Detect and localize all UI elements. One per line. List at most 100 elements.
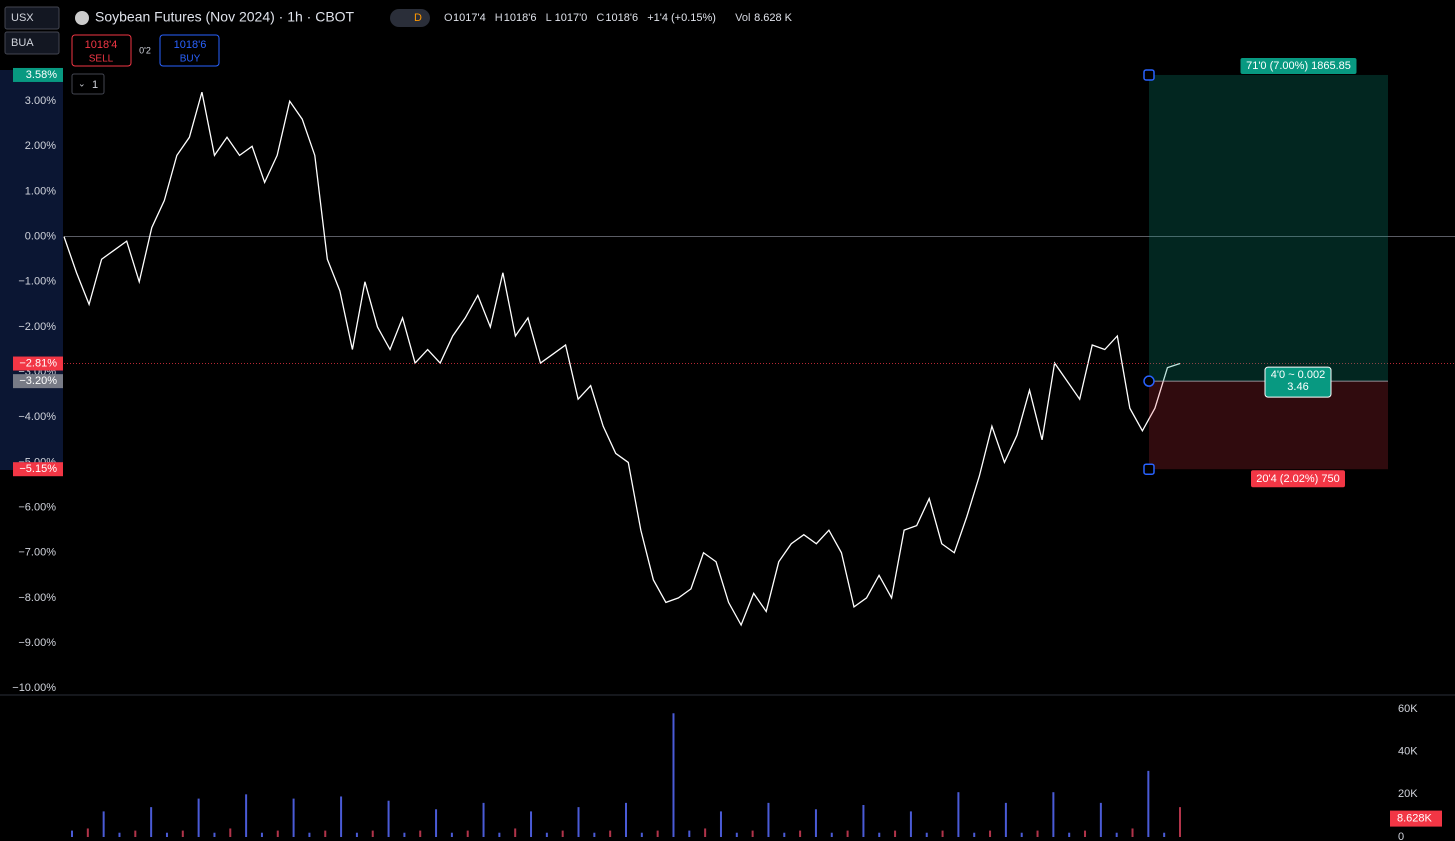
buy-price: 1018'6	[174, 39, 207, 51]
volume-bar	[371, 830, 374, 837]
volume-bar	[925, 832, 928, 837]
volume-bar	[751, 830, 754, 837]
price-line	[63, 91, 1181, 627]
volume-bar	[561, 830, 564, 837]
ohlc-key: L	[546, 12, 552, 24]
volume-tag	[1390, 810, 1442, 827]
vol-value: 8.628 K	[754, 12, 793, 24]
volume-bar	[213, 832, 216, 837]
volume-bar	[466, 830, 469, 837]
volume-bar	[260, 832, 263, 837]
volume-bar	[878, 832, 881, 837]
axis-tag-label: −5.15%	[19, 463, 57, 475]
ohlc-value: 1018'6	[504, 12, 537, 24]
handle[interactable]	[1143, 375, 1155, 387]
stop-tag	[1251, 470, 1345, 488]
volume-bar	[229, 828, 232, 837]
symbol-icon	[75, 11, 89, 25]
badge[interactable]	[390, 9, 430, 27]
volume-bar	[783, 832, 786, 837]
volume-bar	[150, 807, 153, 837]
spread: 0'2	[139, 45, 151, 55]
volume-bar	[1052, 792, 1055, 837]
y-tick-label: −6.00%	[18, 501, 56, 513]
volume-bar	[387, 800, 390, 837]
buy-label: BUY	[180, 54, 201, 65]
volume-bar	[1147, 770, 1150, 837]
volume-bar	[514, 828, 517, 837]
volume-bar	[1084, 830, 1087, 837]
volume-bar	[704, 828, 707, 837]
change: +1'4 (+0.15%)	[647, 12, 716, 24]
currency-select[interactable]	[4, 6, 60, 30]
volume-tick-label: 40K	[1398, 746, 1418, 758]
handle[interactable]	[1143, 69, 1155, 81]
volume-bar	[1020, 832, 1023, 837]
unit: BUA	[11, 37, 34, 49]
volume-bar	[909, 811, 912, 837]
axis-tag-label: 3.58%	[26, 69, 57, 81]
volume-bar	[577, 807, 580, 837]
volume-bar	[292, 798, 295, 837]
symbol-title[interactable]: Soybean Futures (Nov 2024) · 1h · CBOT	[95, 9, 355, 25]
y-tick-label: −4.00%	[18, 411, 56, 423]
buy-button[interactable]	[159, 34, 220, 67]
volume-bar	[308, 832, 311, 837]
volume-bar	[688, 830, 691, 837]
volume-bar	[846, 830, 849, 837]
volume-bar	[134, 830, 137, 837]
volume-bar	[593, 832, 596, 837]
axis-tag	[13, 356, 63, 371]
volume-bar	[735, 832, 738, 837]
y-tick-label: 1.00%	[25, 185, 56, 197]
sell-label: SELL	[89, 54, 114, 65]
collapse-count: 1	[92, 79, 98, 91]
volume-bar	[165, 832, 168, 837]
volume-bar	[1163, 832, 1166, 837]
volume-tick-label: 60K	[1398, 703, 1418, 715]
y-tick-label: −8.00%	[18, 592, 56, 604]
unit-select[interactable]	[4, 31, 60, 55]
volume-bar	[1036, 830, 1039, 837]
volume-tag-label: 8.628K	[1397, 812, 1433, 824]
volume-bar	[403, 832, 406, 837]
volume-bar	[862, 805, 865, 837]
volume-bar	[324, 830, 327, 837]
entry-tag	[1264, 366, 1332, 398]
axis-tag-label: −2.81%	[19, 357, 57, 369]
volume-bar	[672, 713, 675, 837]
volume-bar	[245, 794, 248, 837]
y-tick-label: −9.00%	[18, 637, 56, 649]
collapse-button[interactable]	[71, 73, 105, 95]
volume-bar	[894, 830, 897, 837]
volume-bar	[625, 802, 627, 837]
volume-bar	[767, 802, 770, 837]
volume-bar	[340, 796, 343, 837]
volume-bar	[197, 798, 200, 837]
axis-highlight	[0, 70, 63, 470]
ohlc-key: H	[495, 12, 503, 24]
volume-bar	[71, 830, 73, 837]
volume-bar	[530, 811, 533, 837]
y-tick-label: −7.00%	[18, 547, 56, 559]
volume-bar	[118, 832, 121, 837]
y-tick-label: 0.00%	[25, 231, 56, 243]
volume-bar	[498, 832, 501, 837]
volume-bar	[719, 811, 722, 837]
chevron: ⌄	[78, 78, 86, 88]
volume-bar	[86, 828, 89, 837]
interval-badge: D	[414, 12, 422, 24]
volume-bar	[973, 832, 976, 837]
volume-bar	[1068, 832, 1071, 837]
ohlc-key: C	[596, 12, 604, 24]
volume-bar	[355, 832, 358, 837]
volume-bar	[814, 809, 817, 837]
volume-bar	[656, 830, 659, 837]
sell-button[interactable]	[71, 34, 132, 67]
handle[interactable]	[1143, 463, 1155, 475]
y-tick-label: −10.00%	[12, 682, 56, 694]
axis-tag	[13, 462, 63, 477]
volume-bar	[181, 830, 184, 837]
